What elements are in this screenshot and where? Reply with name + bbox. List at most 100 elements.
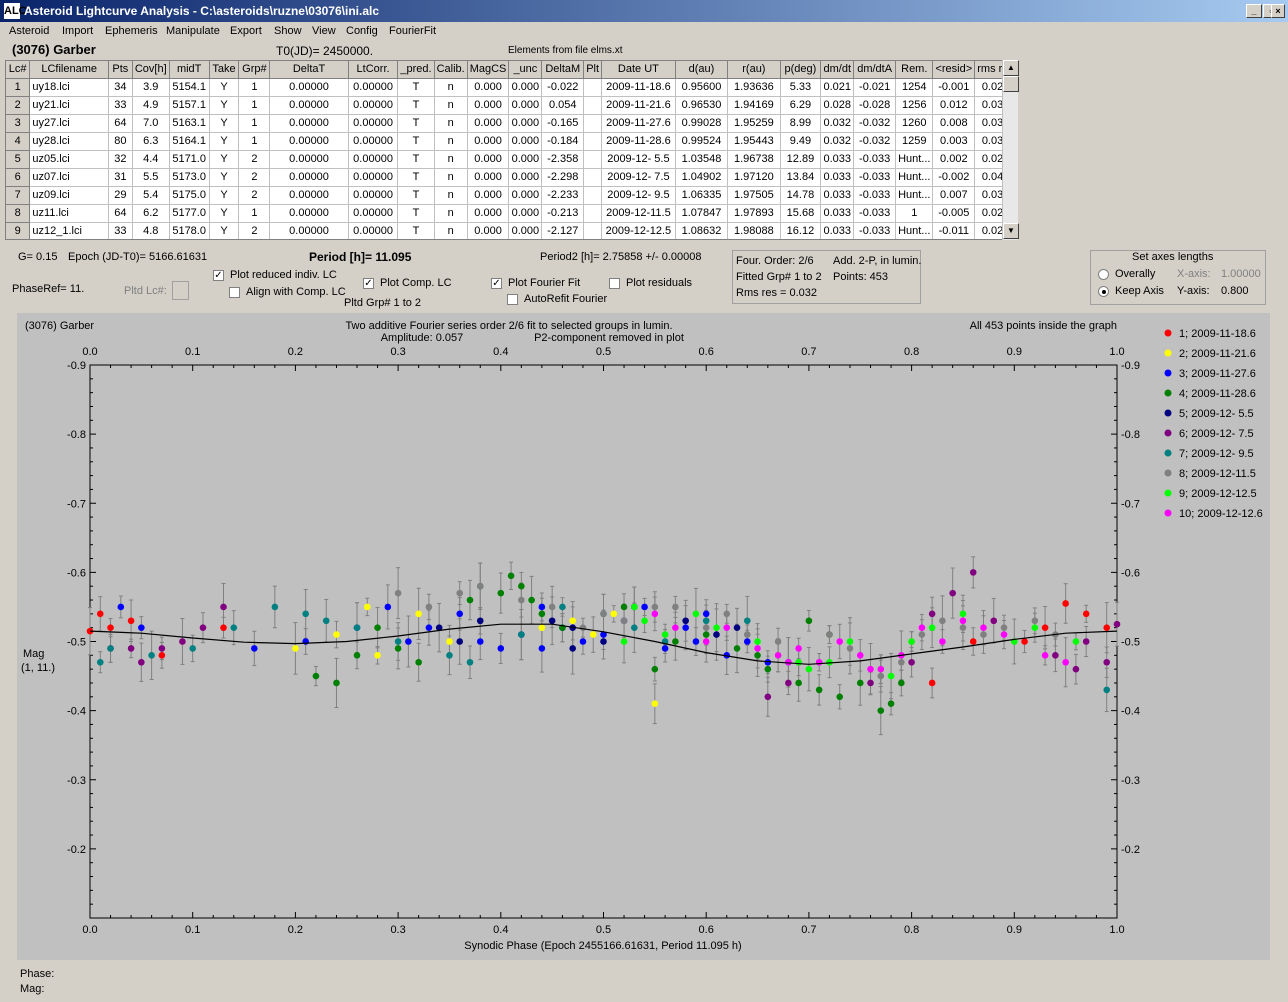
table-cell[interactable]: 0.95600 xyxy=(675,78,729,97)
table-cell[interactable]: 0.033 xyxy=(820,150,855,169)
table-cell[interactable]: 1259 xyxy=(895,132,934,151)
table-scrollbar[interactable]: ▲ ▼ xyxy=(1002,60,1019,240)
table-cell[interactable]: uy27.lci xyxy=(29,114,109,133)
table-cell[interactable]: -2.358 xyxy=(541,150,585,169)
column-header[interactable]: DeltaM xyxy=(541,61,585,79)
column-header[interactable]: Grp# xyxy=(238,61,271,79)
table-cell[interactable]: uz11.lci xyxy=(29,204,109,223)
table-cell[interactable]: 0.000 xyxy=(467,96,510,115)
table-cell[interactable]: 2009-12-12.5 xyxy=(601,222,676,239)
table-cell[interactable]: 8.99 xyxy=(780,114,822,133)
table-cell[interactable]: 0.00000 xyxy=(348,186,399,205)
column-header[interactable]: dm/dt xyxy=(820,61,855,79)
table-cell[interactable]: 1.97893 xyxy=(727,204,781,223)
table-cell[interactable]: 0.002 xyxy=(932,150,976,169)
table-cell[interactable]: -2.298 xyxy=(541,168,585,187)
menu-export[interactable]: Export xyxy=(230,25,262,37)
table-cell[interactable]: 0.000 xyxy=(508,132,543,151)
column-header[interactable]: Lc# xyxy=(6,61,31,79)
table-cell[interactable]: 1260 xyxy=(895,114,934,133)
column-header[interactable]: LCfilename xyxy=(29,61,109,79)
table-cell[interactable]: 0.00000 xyxy=(348,78,399,97)
table-cell[interactable]: 5.4 xyxy=(132,186,170,205)
column-header[interactable]: Plt xyxy=(583,61,603,79)
table-cell[interactable]: 0.000 xyxy=(508,114,543,133)
table-cell[interactable]: 5177.0 xyxy=(169,204,210,223)
table-cell[interactable]: T xyxy=(397,204,435,223)
table-cell[interactable]: 0.000 xyxy=(508,222,543,239)
row-header[interactable]: 1 xyxy=(6,78,31,97)
table-cell[interactable]: 1.97120 xyxy=(727,168,781,187)
table-cell[interactable]: 0.032 xyxy=(820,114,855,133)
column-header[interactable]: _pred. xyxy=(397,61,435,79)
table-cell[interactable]: 1254 xyxy=(895,78,934,97)
table-cell[interactable]: 1 xyxy=(238,114,271,133)
table-cell[interactable]: 1.06335 xyxy=(675,186,729,205)
table-cell[interactable]: 0.000 xyxy=(467,114,510,133)
table-cell[interactable] xyxy=(583,78,603,97)
table-cell[interactable]: 32 xyxy=(108,150,133,169)
table-cell[interactable]: 0.00000 xyxy=(348,96,399,115)
table-cell[interactable]: 0.00000 xyxy=(348,204,399,223)
table-cell[interactable]: 31 xyxy=(108,168,133,187)
menu-fourierfit[interactable]: FourierFit xyxy=(389,25,437,37)
table-cell[interactable]: 5163.1 xyxy=(169,114,210,133)
table-cell[interactable]: 0.00000 xyxy=(269,222,349,239)
table-cell[interactable]: 2009-11-21.6 xyxy=(601,96,676,115)
column-header[interactable]: midT xyxy=(169,61,210,79)
table-cell[interactable]: 6.29 xyxy=(780,96,822,115)
column-header[interactable]: r(au) xyxy=(727,61,781,79)
column-header[interactable]: p(deg) xyxy=(780,61,822,79)
row-header[interactable]: 7 xyxy=(6,186,31,205)
close-button[interactable]: × xyxy=(1271,4,1285,18)
table-cell[interactable]: 5.33 xyxy=(780,78,822,97)
table-cell[interactable]: 1 xyxy=(238,132,271,151)
table-cell[interactable]: Y xyxy=(209,132,240,151)
table-cell[interactable]: 0.00000 xyxy=(269,186,349,205)
table-cell[interactable]: 6.2 xyxy=(132,204,170,223)
yaxis-field[interactable]: 0.800 xyxy=(1221,285,1249,297)
table-cell[interactable]: 29 xyxy=(108,186,133,205)
table-cell[interactable]: n xyxy=(434,132,468,151)
table-cell[interactable]: -2.233 xyxy=(541,186,585,205)
table-cell[interactable]: 1 xyxy=(238,78,271,97)
table-cell[interactable]: -0.033 xyxy=(853,204,897,223)
table-cell[interactable]: 0.00000 xyxy=(348,150,399,169)
table-cell[interactable]: 0.000 xyxy=(467,204,510,223)
plot-residuals-checkbox[interactable] xyxy=(609,278,620,289)
table-cell[interactable]: n xyxy=(434,96,468,115)
table-cell[interactable]: Hunt... xyxy=(895,222,934,239)
table-cell[interactable]: -0.022 xyxy=(541,78,585,97)
table-cell[interactable]: 0.00000 xyxy=(269,132,349,151)
table-cell[interactable]: 1.07847 xyxy=(675,204,729,223)
table-cell[interactable]: T xyxy=(397,132,435,151)
table-cell[interactable]: 0.00000 xyxy=(348,114,399,133)
table-cell[interactable]: 0.99028 xyxy=(675,114,729,133)
table-cell[interactable]: 5173.0 xyxy=(169,168,210,187)
table-cell[interactable]: 2009-11-28.6 xyxy=(601,132,676,151)
table-cell[interactable]: 2009-12- 9.5 xyxy=(601,186,676,205)
table-cell[interactable]: -2.127 xyxy=(541,222,585,239)
table-cell[interactable]: T xyxy=(397,168,435,187)
row-header[interactable]: 6 xyxy=(6,168,31,187)
menu-view[interactable]: View xyxy=(312,25,336,37)
table-cell[interactable]: 0.000 xyxy=(508,168,543,187)
table-cell[interactable]: 0.000 xyxy=(508,96,543,115)
table-cell[interactable]: 0.008 xyxy=(932,114,976,133)
table-cell[interactable]: uy28.lci xyxy=(29,132,109,151)
scroll-up-button[interactable]: ▲ xyxy=(1003,60,1019,76)
table-cell[interactable] xyxy=(583,150,603,169)
table-cell[interactable]: 34 xyxy=(108,78,133,97)
column-header[interactable]: MagCS xyxy=(467,61,510,79)
table-cell[interactable]: 1 xyxy=(238,204,271,223)
table-cell[interactable]: -0.213 xyxy=(541,204,585,223)
table-cell[interactable]: 9.49 xyxy=(780,132,822,151)
table-cell[interactable]: 0.000 xyxy=(508,186,543,205)
table-cell[interactable]: n xyxy=(434,150,468,169)
table-cell[interactable]: Y xyxy=(209,204,240,223)
table-cell[interactable]: 4.9 xyxy=(132,96,170,115)
table-cell[interactable]: T xyxy=(397,150,435,169)
table-cell[interactable]: 0.000 xyxy=(508,78,543,97)
